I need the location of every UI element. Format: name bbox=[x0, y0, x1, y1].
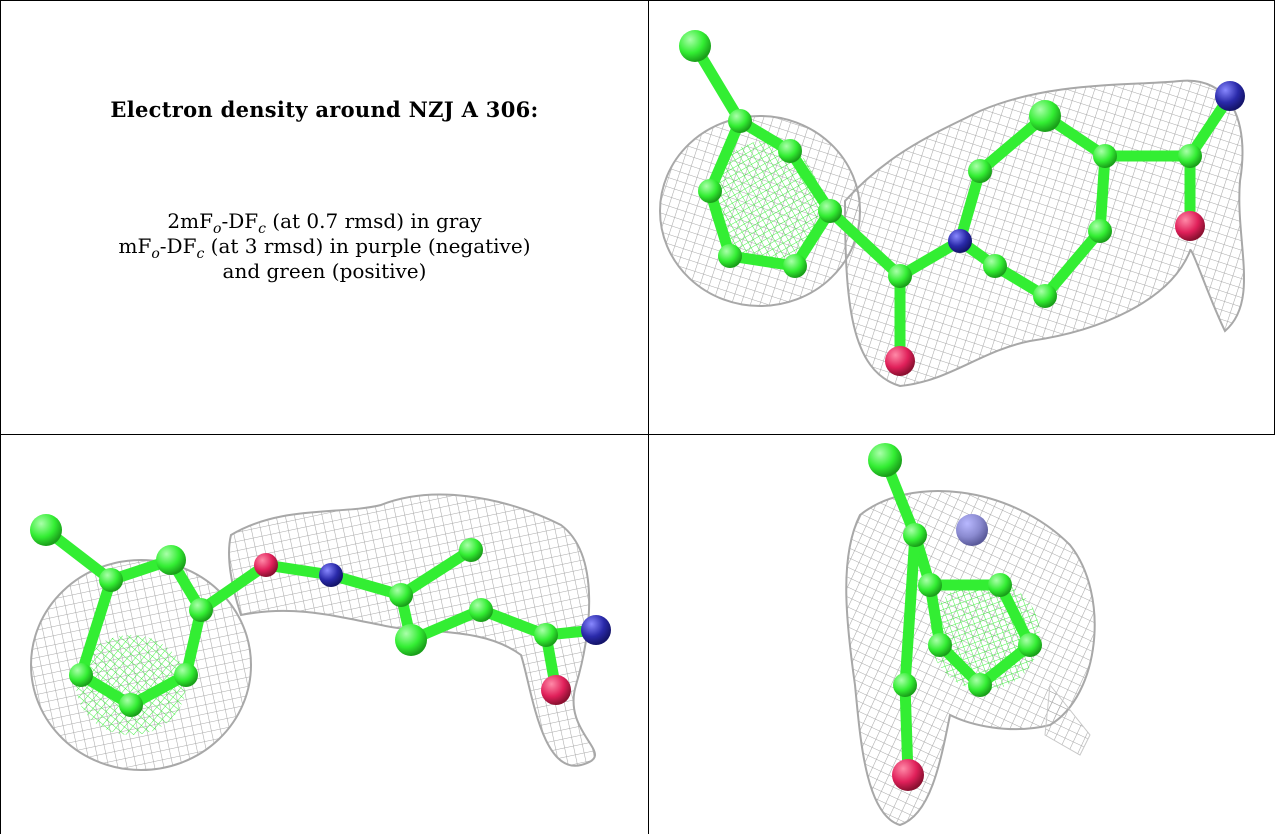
table-border-middle bbox=[0, 434, 1275, 435]
table-border-top bbox=[0, 0, 1275, 1]
caption-cell: Electron density around NZJ A 306: 2mFo-… bbox=[1, 1, 648, 434]
ligand-density-view-icon bbox=[30, 493, 611, 771]
table-border-left bbox=[0, 0, 1, 834]
ligand-density-view-icon bbox=[659, 30, 1246, 388]
table-border-center bbox=[648, 0, 649, 834]
figure-title: Electron density around NZJ A 306: bbox=[110, 97, 539, 122]
description-line-3: and green (positive) bbox=[222, 259, 427, 283]
figure-description: 2mFo-DFc (at 0.7 rmsd) in gray mFo-DFc (… bbox=[1, 209, 648, 284]
view-bottom-right bbox=[650, 435, 1274, 833]
view-bottom-left bbox=[1, 435, 647, 833]
ligand-density-view-icon bbox=[845, 443, 1096, 827]
description-line-1: 2mFo-DFc (at 0.7 rmsd) in gray bbox=[167, 209, 482, 237]
description-line-2: mFo-DFc (at 3 rmsd) in purple (negative) bbox=[118, 234, 531, 262]
view-top-right bbox=[650, 1, 1274, 433]
